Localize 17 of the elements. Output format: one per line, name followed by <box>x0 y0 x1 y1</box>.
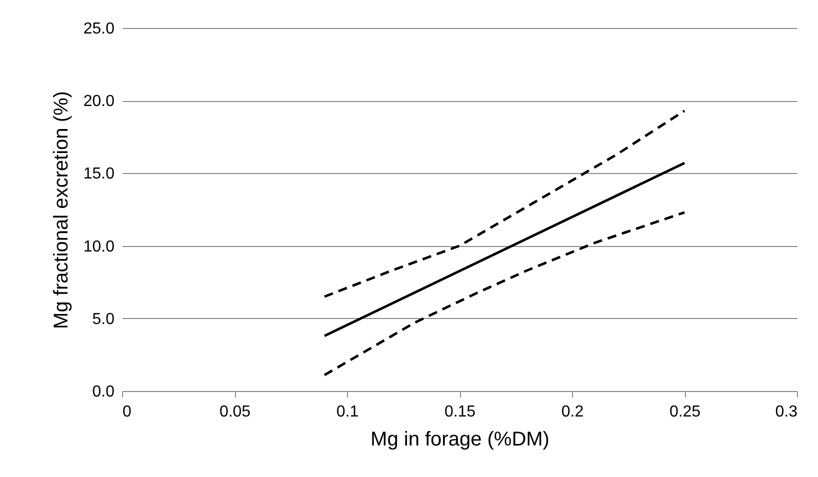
y-axis-title: Mg fractional excretion (%) <box>50 91 72 329</box>
x-tick-label: 0.05 <box>219 404 251 420</box>
y-tick-label: 0.0 <box>92 384 115 400</box>
x-tick-label: 0.1 <box>336 404 359 420</box>
x-tick-label: 0 <box>122 404 132 420</box>
line-series <box>323 211 686 376</box>
line-series <box>323 110 686 298</box>
y-tick-label: 5.0 <box>92 310 115 328</box>
y-tick-label: 25.0 <box>83 20 115 38</box>
x-tick-label: 0.25 <box>669 404 701 420</box>
y-tick-label: 15.0 <box>83 166 115 183</box>
y-tick-label: 10.0 <box>83 238 115 256</box>
y-tick-label: 20.0 <box>83 93 115 110</box>
x-tick-label: 0.2 <box>561 404 584 420</box>
x-tick-label: 0.15 <box>444 404 476 420</box>
x-axis-title: Mg in forage (%DM) <box>370 428 550 450</box>
x-tick-label: 0.3 <box>775 404 798 420</box>
